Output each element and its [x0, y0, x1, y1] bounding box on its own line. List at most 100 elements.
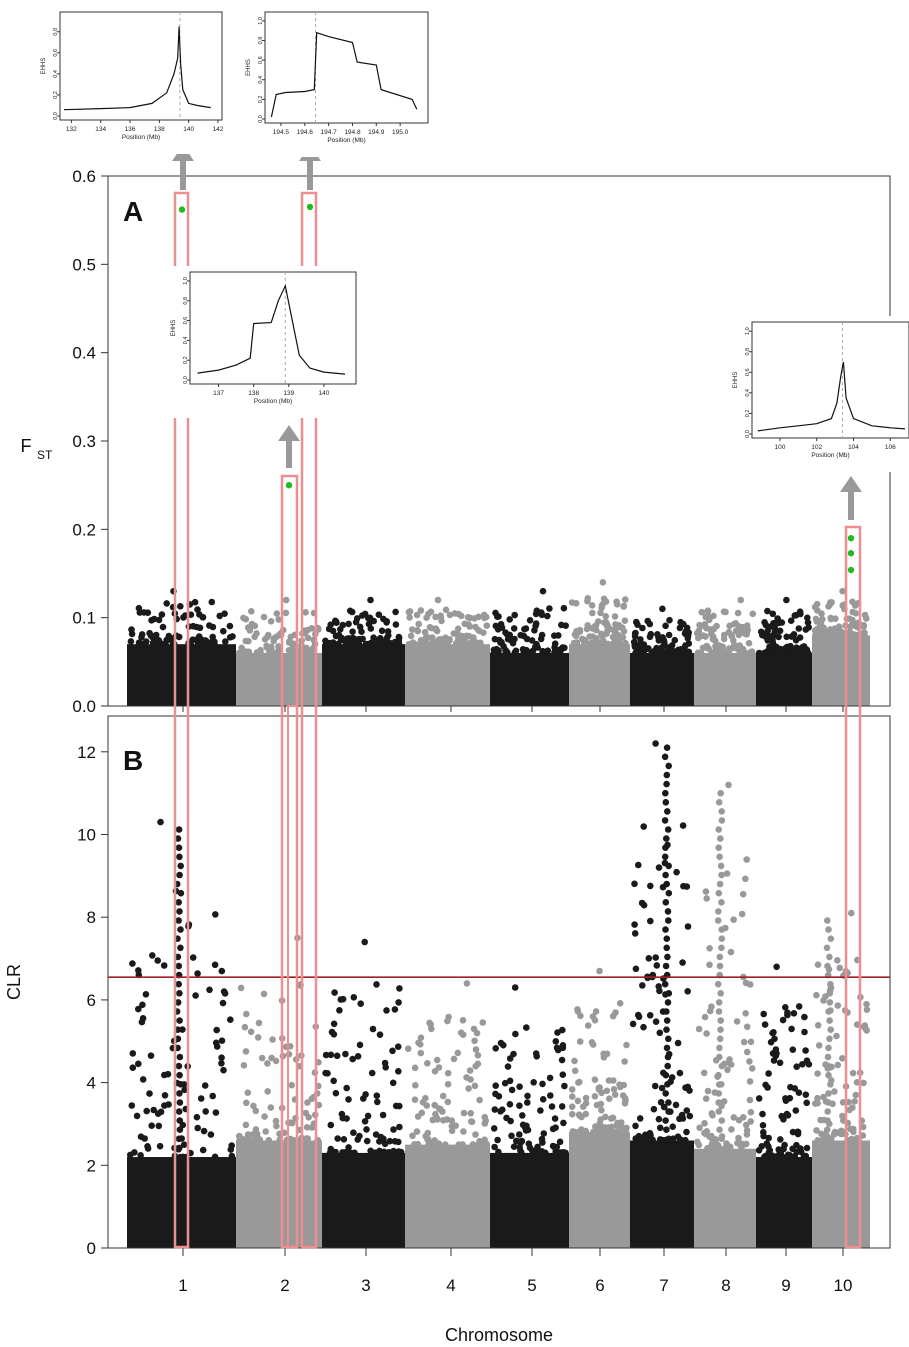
fst-point — [602, 598, 610, 605]
clr-point — [831, 1088, 838, 1095]
clr-point — [181, 1086, 188, 1094]
clr-point — [345, 1096, 352, 1103]
clr-point — [237, 984, 245, 992]
clr-point — [663, 944, 670, 952]
inset-background — [30, 6, 230, 154]
inset-ytick-label: 0.8 — [183, 297, 189, 305]
clr-point — [663, 771, 671, 779]
chromosome-tick-label: 7 — [659, 1276, 668, 1295]
clr-point — [837, 1130, 845, 1138]
clr-point — [665, 889, 673, 897]
fst-point — [631, 643, 639, 651]
fst-peak-point — [783, 596, 790, 604]
clr-point — [849, 1069, 857, 1077]
clr-point — [546, 1074, 554, 1082]
clr-point — [755, 1147, 763, 1154]
fst-point — [537, 635, 545, 643]
clr-point — [135, 967, 142, 974]
clr-point — [718, 871, 725, 879]
fst-point — [149, 639, 157, 646]
clr-point — [175, 962, 183, 970]
clr-point — [424, 1060, 431, 1067]
fst-point — [633, 618, 640, 626]
fst-point — [802, 626, 810, 633]
clr-point — [243, 1099, 250, 1107]
fst-point — [206, 622, 213, 629]
clr-point — [755, 1095, 763, 1102]
fst-point — [620, 602, 628, 610]
clr-point — [492, 1090, 499, 1098]
clr-point — [539, 1096, 547, 1103]
clr-point — [734, 1139, 741, 1147]
clr-point — [457, 1029, 465, 1036]
clr-point — [782, 1097, 790, 1104]
fst-point — [356, 635, 363, 643]
clr-point — [715, 889, 723, 897]
inset-ytick-label: 0.8 — [745, 348, 751, 356]
clr-point — [824, 1053, 832, 1061]
clr-chr1-base — [127, 1157, 236, 1248]
fst-point — [180, 614, 187, 621]
fst-point — [378, 627, 386, 635]
clr-point — [827, 935, 835, 942]
clr-chr5-points — [490, 984, 569, 1248]
clr-point — [444, 1098, 452, 1106]
fst-point — [863, 615, 870, 622]
clr-point — [715, 999, 723, 1006]
clr-point — [404, 1045, 412, 1052]
fst-point — [726, 622, 733, 630]
clr-point — [175, 844, 183, 851]
clr-point — [569, 1093, 576, 1100]
fst-point — [193, 623, 200, 631]
fst-point — [432, 613, 439, 621]
inset-xtick-label: 195.0 — [392, 129, 409, 136]
clr-point — [684, 988, 691, 995]
fst-point — [795, 625, 803, 632]
clr-peak-point — [848, 909, 855, 917]
clr-point — [665, 762, 672, 770]
clr-point — [742, 979, 750, 987]
clr-point — [161, 1092, 169, 1099]
clr-point — [814, 1070, 821, 1077]
clr-point — [716, 1035, 724, 1043]
clr-point — [269, 1036, 276, 1043]
inset-ytick-label: 0.2 — [745, 410, 751, 418]
clr-point — [417, 1034, 425, 1041]
fst-point — [427, 608, 435, 616]
clr-point — [160, 962, 168, 969]
fst-point — [382, 640, 390, 648]
clr-point — [516, 1131, 523, 1138]
clr-point — [389, 1079, 397, 1087]
clr-point — [631, 921, 638, 928]
clr-point — [466, 1067, 474, 1074]
fst-point — [711, 649, 718, 657]
clr-chr1-points — [126, 818, 236, 1248]
clr-point — [859, 1123, 867, 1131]
clr-point — [703, 895, 710, 902]
fst-point — [423, 614, 430, 621]
clr-point — [529, 1147, 536, 1154]
clr-point — [364, 1112, 372, 1120]
inset-xlabel: Position (Mb) — [254, 398, 292, 405]
clr-point — [174, 999, 182, 1006]
scatter-points-layer — [126, 203, 871, 1248]
fst-point — [560, 604, 568, 612]
fst-point — [799, 643, 806, 651]
clr-point — [683, 883, 691, 890]
inset-background — [235, 6, 436, 157]
clr-point — [823, 944, 831, 952]
clr-point — [471, 1082, 479, 1090]
clr-point — [815, 1042, 823, 1049]
clr-point — [572, 1128, 579, 1136]
fst-point — [517, 631, 524, 639]
clr-point — [386, 1137, 394, 1145]
clr-point — [662, 844, 669, 851]
panel-b-label: B — [123, 745, 143, 776]
clr-point — [474, 1052, 482, 1059]
inset-xtick-label: 132 — [66, 126, 77, 133]
fst-point — [272, 649, 280, 657]
inset-xtick-label: 194.5 — [273, 129, 290, 136]
clr-point — [165, 1101, 172, 1108]
clr-point — [597, 1116, 604, 1123]
clr-point — [559, 1071, 567, 1078]
